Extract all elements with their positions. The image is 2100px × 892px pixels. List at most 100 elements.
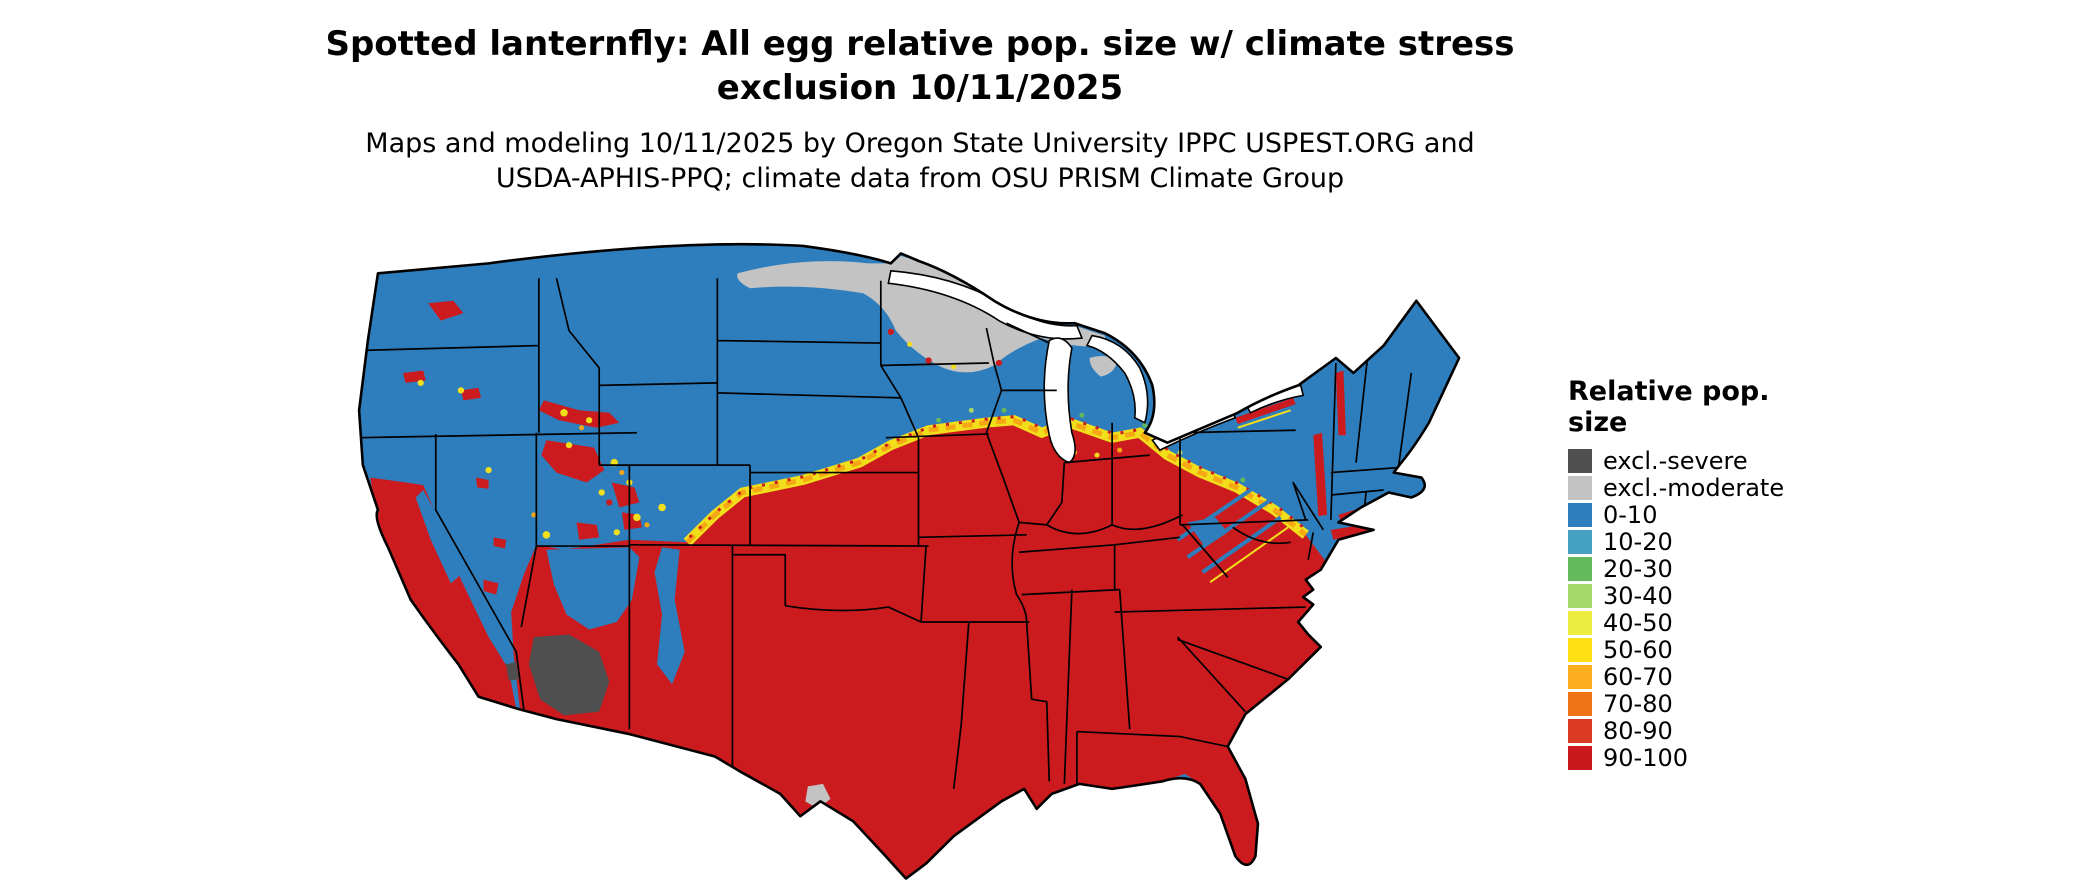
lake-superior bbox=[888, 271, 1082, 339]
speckle-dot bbox=[887, 328, 894, 335]
legend-entry-label: excl.-moderate bbox=[1603, 474, 1785, 502]
region-low-sierra-stripe bbox=[415, 490, 461, 584]
patch-nevada-1 bbox=[476, 477, 489, 489]
legend-swatch bbox=[1568, 611, 1592, 635]
patch-nw-utah bbox=[541, 440, 605, 483]
legend-entry: 20-30 bbox=[1568, 555, 1838, 583]
legend-swatch bbox=[1568, 719, 1592, 743]
patch-nevada-2 bbox=[493, 537, 507, 549]
speckle-dot bbox=[1079, 412, 1085, 418]
speckle-dot bbox=[1001, 407, 1007, 413]
speckle-dot bbox=[457, 387, 465, 394]
speckle-dot bbox=[1240, 477, 1246, 483]
legend-swatch bbox=[1568, 449, 1592, 473]
legend-entries: excl.-severe excl.-moderate 0-10 10-20 20-30… bbox=[1568, 447, 1838, 772]
lake-huron bbox=[1087, 336, 1148, 423]
region-high-california bbox=[370, 477, 517, 710]
speckle-dot bbox=[936, 417, 942, 423]
speckle-dot bbox=[560, 409, 568, 417]
legend-entry-label: 40-50 bbox=[1603, 609, 1673, 637]
region-high-south bbox=[511, 420, 1325, 879]
speckle-dot bbox=[633, 513, 641, 522]
map-subtitle-line1: Maps and modeling 10/11/2025 by Oregon S… bbox=[365, 128, 1475, 160]
lake-michigan bbox=[1044, 338, 1075, 463]
speckle-dot bbox=[925, 357, 932, 364]
patch-se-utah-1 bbox=[611, 482, 640, 508]
ridge-blue-1 bbox=[1177, 485, 1257, 540]
speckle-dot bbox=[1142, 422, 1148, 428]
legend-entry: 0-10 bbox=[1568, 501, 1838, 529]
speckle-dot bbox=[531, 512, 537, 518]
legend-entry-label: 10-20 bbox=[1603, 528, 1673, 556]
legend: Relative pop. size excl.-severe excl.-mod… bbox=[1568, 376, 1838, 772]
speckle-dot bbox=[968, 407, 974, 413]
legend-entry: 50-60 bbox=[1568, 636, 1838, 664]
legend-entry: 60-70 bbox=[1568, 663, 1838, 691]
map-title-line2: exclusion 10/11/2025 bbox=[716, 68, 1124, 109]
legend-entry-label: 30-40 bbox=[1603, 582, 1673, 610]
speckle-dot bbox=[606, 499, 613, 506]
region-excl-severe-ca-speck bbox=[506, 661, 519, 681]
speckle-dot bbox=[579, 425, 585, 431]
patch-oregon-2 bbox=[460, 387, 482, 401]
patch-ontario-shore bbox=[1235, 397, 1296, 424]
speckle-dot bbox=[619, 470, 625, 476]
region-excl-moderate-north bbox=[737, 255, 1109, 373]
patch-champlain bbox=[1335, 370, 1346, 436]
legend-entry: 80-90 bbox=[1568, 717, 1838, 745]
legend-swatch bbox=[1568, 638, 1592, 662]
region-high-west-patches bbox=[403, 300, 642, 595]
map-title-line1: Spotted lanternfly: All egg relative pop… bbox=[325, 24, 1515, 64]
patch-s-utah bbox=[576, 522, 600, 540]
header: Spotted lanternfly: All egg relative pop… bbox=[0, 22, 1840, 197]
us-map-figure bbox=[300, 226, 1532, 886]
band-orange bbox=[687, 420, 1306, 542]
map-subtitle-line2: USDA-APHIS-PPQ; climate data from OSU PR… bbox=[495, 163, 1345, 195]
map-title: Spotted lanternfly: All egg relative pop… bbox=[0, 22, 1840, 110]
legend-entry: 30-40 bbox=[1568, 582, 1838, 610]
legend-entry: 70-80 bbox=[1568, 690, 1838, 718]
us-map-svg bbox=[300, 226, 1532, 886]
legend-swatch bbox=[1568, 503, 1592, 527]
speckle-dot bbox=[613, 529, 620, 536]
state-borders bbox=[358, 278, 1411, 789]
speckle-dot bbox=[598, 489, 605, 496]
speckle-dot bbox=[658, 503, 666, 512]
us-outline bbox=[359, 244, 1459, 878]
legend-swatch bbox=[1568, 530, 1592, 554]
speckle-dot bbox=[995, 359, 1003, 367]
patch-hudson-valley bbox=[1313, 432, 1328, 517]
legend-entry: 40-50 bbox=[1568, 609, 1838, 637]
speckle-dot bbox=[565, 442, 573, 449]
region-excl-severe-arizona bbox=[528, 634, 610, 716]
speckle-dot bbox=[1094, 452, 1100, 458]
speckle-dot bbox=[644, 522, 650, 528]
ontario-shore-yellow bbox=[1238, 410, 1291, 427]
speckle-dot bbox=[907, 341, 913, 347]
legend-title: Relative pop. size bbox=[1568, 376, 1770, 438]
patch-oregon-1 bbox=[403, 370, 426, 383]
patch-yakima bbox=[428, 300, 464, 321]
legend-swatch bbox=[1568, 476, 1592, 500]
legend-entry-label: 80-90 bbox=[1603, 717, 1673, 745]
legend-entry: 10-20 bbox=[1568, 528, 1838, 556]
patch-nevada-3 bbox=[483, 579, 499, 595]
legend-swatch bbox=[1568, 557, 1592, 581]
legend-entry-label: excl.-severe bbox=[1603, 447, 1748, 475]
speckle-dot bbox=[542, 531, 551, 539]
speckle-dot bbox=[586, 417, 593, 424]
region-excl-moderate-michigan bbox=[1089, 356, 1118, 377]
legend-swatch bbox=[1568, 692, 1592, 716]
legend-entry-label: 50-60 bbox=[1603, 636, 1673, 664]
speckle-dot bbox=[485, 466, 492, 474]
transition-band bbox=[687, 417, 1308, 543]
legend-swatch bbox=[1568, 584, 1592, 608]
legend-entry-label: 60-70 bbox=[1603, 663, 1673, 691]
legend-swatch bbox=[1568, 746, 1592, 770]
region-low-nm-corridor bbox=[654, 547, 685, 685]
legend-entry-label: 0-10 bbox=[1603, 501, 1658, 529]
speckle-dot bbox=[1117, 447, 1123, 453]
legend-entry: 90-100 bbox=[1568, 744, 1838, 772]
legend-entry-label: 20-30 bbox=[1603, 555, 1673, 583]
